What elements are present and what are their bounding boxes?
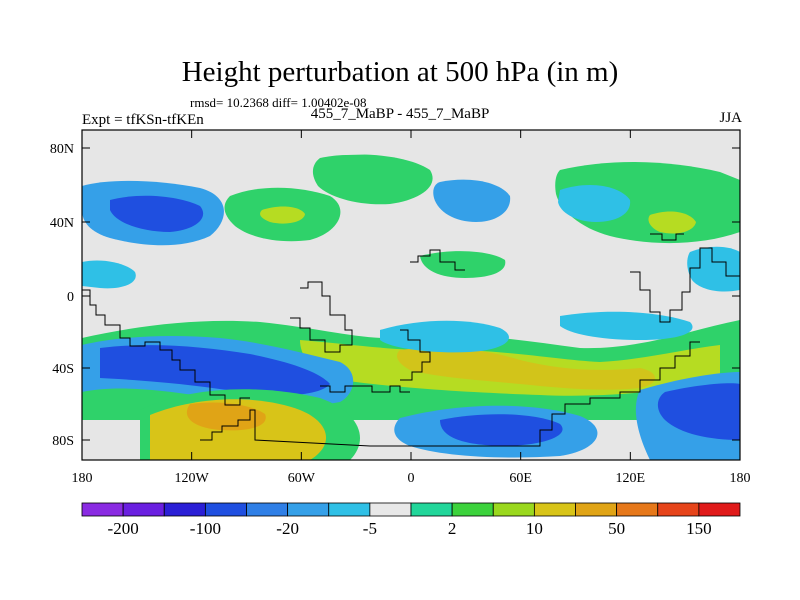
colorbar-swatch xyxy=(410,502,453,517)
stats-text: rmsd= 10.2368 diff= 1.00402e-08 xyxy=(190,95,367,110)
contour-yellow-ne xyxy=(648,211,696,234)
lat-tick-label: 40N xyxy=(50,216,74,231)
contour-blue-n3 xyxy=(433,179,511,222)
lat-tick-label: 80S xyxy=(52,434,74,449)
colorbar-swatch xyxy=(451,502,494,517)
colorbar-swatch xyxy=(81,502,124,517)
contour-yellow-n1 xyxy=(260,206,305,224)
coast-antarctica xyxy=(200,341,700,447)
contour-yellow-band xyxy=(397,347,655,390)
coast-australia xyxy=(630,247,740,323)
colorbar-swatch xyxy=(163,502,206,517)
colorbar-label: -200 xyxy=(108,519,139,538)
colorbar-swatch xyxy=(204,502,247,517)
colorbar-swatch xyxy=(657,502,700,517)
chart-title: Height perturbation at 500 hPa (in m) xyxy=(181,56,619,88)
colorbar-label: 2 xyxy=(448,519,457,538)
contour-orange-southpole xyxy=(186,402,266,431)
lat-tick-label: 40S xyxy=(52,362,74,377)
colorbar-swatch xyxy=(533,502,576,517)
contour-green-mid xyxy=(420,251,506,278)
lat-tick-label: 0 xyxy=(67,290,74,305)
case-label: 455_7_MaBP - 455_7_MaBP xyxy=(310,106,490,122)
lon-tick-label: 180 xyxy=(730,471,751,486)
colorbar-swatch xyxy=(698,502,741,517)
contour-blue-tropics2 xyxy=(560,311,693,340)
axis-ticks: 80N 40N 0 40S 80S 180 120W 60W 0 60E 120E 180 xyxy=(50,130,751,486)
contour-blue-arctic xyxy=(82,130,740,157)
colorbar-swatch xyxy=(616,502,659,517)
colorbar-swatch xyxy=(122,502,165,517)
colorbar-swatch xyxy=(575,502,618,517)
colorbar-label: 150 xyxy=(686,519,712,538)
colorbar-label: 50 xyxy=(608,519,625,538)
lat-tick-label: 80N xyxy=(50,142,74,157)
contour-dblue-sse xyxy=(657,383,740,440)
lon-tick-label: 60E xyxy=(509,471,532,486)
coastlines xyxy=(82,233,740,447)
contour-dblue-sw xyxy=(100,345,330,396)
lon-tick-label: 0 xyxy=(408,471,415,486)
colorbar-swatch xyxy=(328,502,371,517)
coast-indian xyxy=(400,329,431,381)
colorbar-label: -20 xyxy=(276,519,299,538)
colorbar-swatch xyxy=(369,502,412,517)
lon-tick-label: 120E xyxy=(616,471,646,486)
colorbar-swatch xyxy=(492,502,535,517)
experiment-label: Expt = tfKSn-tfKEn xyxy=(82,112,204,128)
coast-south-america xyxy=(82,289,250,406)
contour-dblue-nw xyxy=(110,195,204,232)
contour-blue-ne xyxy=(558,185,631,222)
colorbar-label: -100 xyxy=(190,519,221,538)
colorbar-label: -5 xyxy=(363,519,377,538)
coast-asia xyxy=(410,249,465,271)
season-label: JJA xyxy=(719,110,742,126)
lon-tick-label: 120W xyxy=(175,471,210,486)
coast-africa xyxy=(290,281,353,353)
contour-blue-tropics1 xyxy=(380,320,509,353)
colorbar-label: 10 xyxy=(526,519,543,538)
lon-tick-label: 180 xyxy=(72,471,93,486)
coast-islands xyxy=(650,233,684,241)
colorbar-swatch xyxy=(246,502,289,517)
contour-blue-tropics3 xyxy=(82,260,136,289)
coast-south-atl xyxy=(320,385,410,393)
lon-tick-label: 60W xyxy=(288,471,316,486)
contour-dblue-se xyxy=(440,414,563,446)
contour-green-n2 xyxy=(312,154,433,205)
colorbar-swatch xyxy=(287,502,330,517)
